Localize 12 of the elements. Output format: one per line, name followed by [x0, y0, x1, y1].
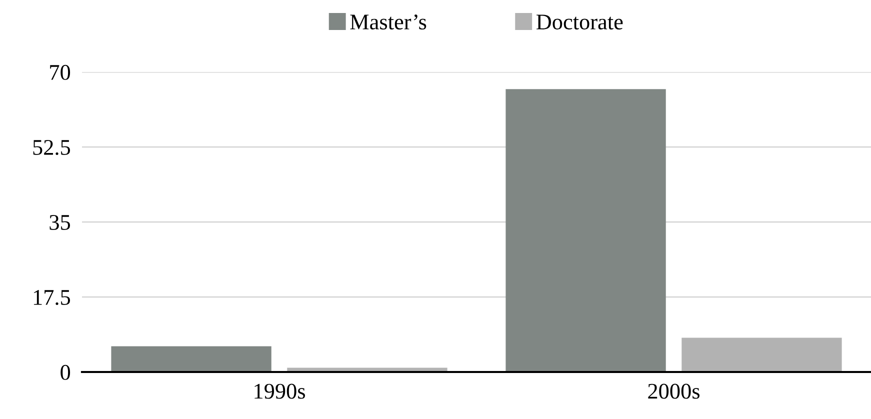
bar — [682, 338, 842, 372]
x-tick-label: 2000s — [648, 384, 700, 399]
y-tick-label: 35 — [50, 214, 70, 230]
legend-label: Master’s — [350, 14, 426, 30]
y-tick-label: 17.5 — [34, 290, 70, 306]
y-tick-label: 70 — [50, 64, 70, 80]
bar — [111, 346, 272, 372]
bar — [506, 89, 666, 372]
legend-label: Doctorate — [536, 14, 623, 30]
x-tick-label: 1990s — [254, 384, 305, 399]
y-tick-label: 52.5 — [33, 140, 70, 156]
y-tick-label: 0 — [60, 364, 70, 380]
